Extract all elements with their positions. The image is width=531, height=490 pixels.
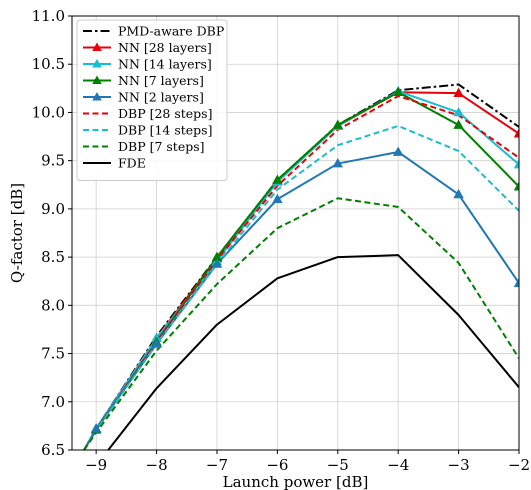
data-point-nn-7-layers bbox=[272, 174, 283, 184]
data-point-nn-7-layers bbox=[392, 86, 404, 97]
data-point-nn-7-layers bbox=[211, 251, 223, 261]
data-point-nn-7-layers bbox=[453, 119, 464, 129]
x-tick-label: −7 bbox=[206, 456, 228, 474]
data-point-nn-7-layers bbox=[332, 119, 344, 129]
legend-label-fde: FDE bbox=[118, 156, 146, 171]
x-tick-label: −8 bbox=[146, 456, 168, 474]
data-point-nn-2-layers bbox=[513, 277, 519, 288]
ticks: −9 −8 −7 −6 −5 −4 −3 −2 6.5 7.0 7.5 8.0 8.5 9.0 9.5 10.… bbox=[32, 7, 530, 474]
y-tick-label: 11.0 bbox=[32, 7, 65, 25]
data-point-nn-28-layers bbox=[453, 87, 464, 98]
legend-marker-nn-28-layers bbox=[92, 42, 102, 51]
y-tick-label: 10.0 bbox=[32, 103, 65, 121]
data-point-nn-14-layers bbox=[453, 106, 464, 117]
y-tick-label: 8.5 bbox=[41, 248, 65, 266]
data-point-nn-2-layers bbox=[90, 423, 102, 433]
x-axis-label: Launch power [dB] bbox=[223, 473, 369, 490]
data-point-nn-28-layers bbox=[513, 128, 519, 138]
legend-label-nn-14-layers: NN [14 layers] bbox=[118, 57, 212, 72]
x-tick-label: −2 bbox=[508, 456, 530, 474]
legend-marker-nn-2-layers bbox=[92, 92, 102, 101]
data-point-nn-7-layers bbox=[513, 181, 519, 191]
y-tick-label: 7.0 bbox=[41, 393, 65, 411]
y-axis-label: Q-factor [dB] bbox=[8, 183, 26, 283]
series-line-dbp-14-steps bbox=[83, 124, 519, 450]
plot-frame bbox=[71, 15, 520, 451]
series-line-fde bbox=[107, 254, 519, 450]
data-point-nn-2-layers bbox=[453, 188, 464, 199]
y-tick-label: 9.5 bbox=[41, 152, 65, 170]
legend-label-nn-2-layers: NN [2 layers] bbox=[118, 90, 204, 105]
data-point-nn-14-layers bbox=[513, 159, 519, 169]
x-tick-label: −3 bbox=[448, 456, 470, 474]
legend-label-nn-7-layers: NN [7 layers] bbox=[118, 73, 204, 88]
legend-label-dbp-7-steps: DBP [7 steps] bbox=[118, 139, 205, 154]
legend-marker-nn-7-layers bbox=[92, 75, 102, 84]
x-tick-label: −5 bbox=[327, 456, 349, 474]
y-tick-label: 8.0 bbox=[41, 296, 65, 314]
data-point-nn-2-layers bbox=[332, 158, 344, 168]
x-tick-label: −9 bbox=[85, 456, 107, 474]
x-tick-label: −6 bbox=[266, 456, 288, 474]
legend-box bbox=[76, 19, 228, 181]
y-tick-label: 10.5 bbox=[32, 55, 65, 73]
legend-label-dbp-14-steps: DBP [14 steps] bbox=[118, 123, 212, 138]
data-point-nn-2-layers bbox=[392, 146, 404, 156]
x-tick-label: −4 bbox=[387, 456, 409, 474]
y-tick-label: 9.0 bbox=[41, 200, 65, 218]
y-tick-label: 7.5 bbox=[41, 345, 65, 363]
legend-marker-nn-14-layers bbox=[92, 59, 102, 68]
data-point-nn-2-layers bbox=[211, 258, 223, 268]
data-point-nn-2-layers bbox=[272, 193, 283, 204]
y-tick-label: 6.5 bbox=[41, 441, 65, 459]
legend-label-pmd-aware-dbp: PMD-aware DBP bbox=[118, 24, 224, 39]
data-point-nn-2-layers bbox=[151, 338, 162, 348]
marker-group bbox=[90, 85, 519, 434]
series-line-dbp-7-steps bbox=[83, 197, 519, 450]
legend-label-nn-28-layers: NN [28 layers] bbox=[118, 40, 212, 55]
legend-label-dbp-28-steps: DBP [28 steps] bbox=[118, 106, 212, 121]
